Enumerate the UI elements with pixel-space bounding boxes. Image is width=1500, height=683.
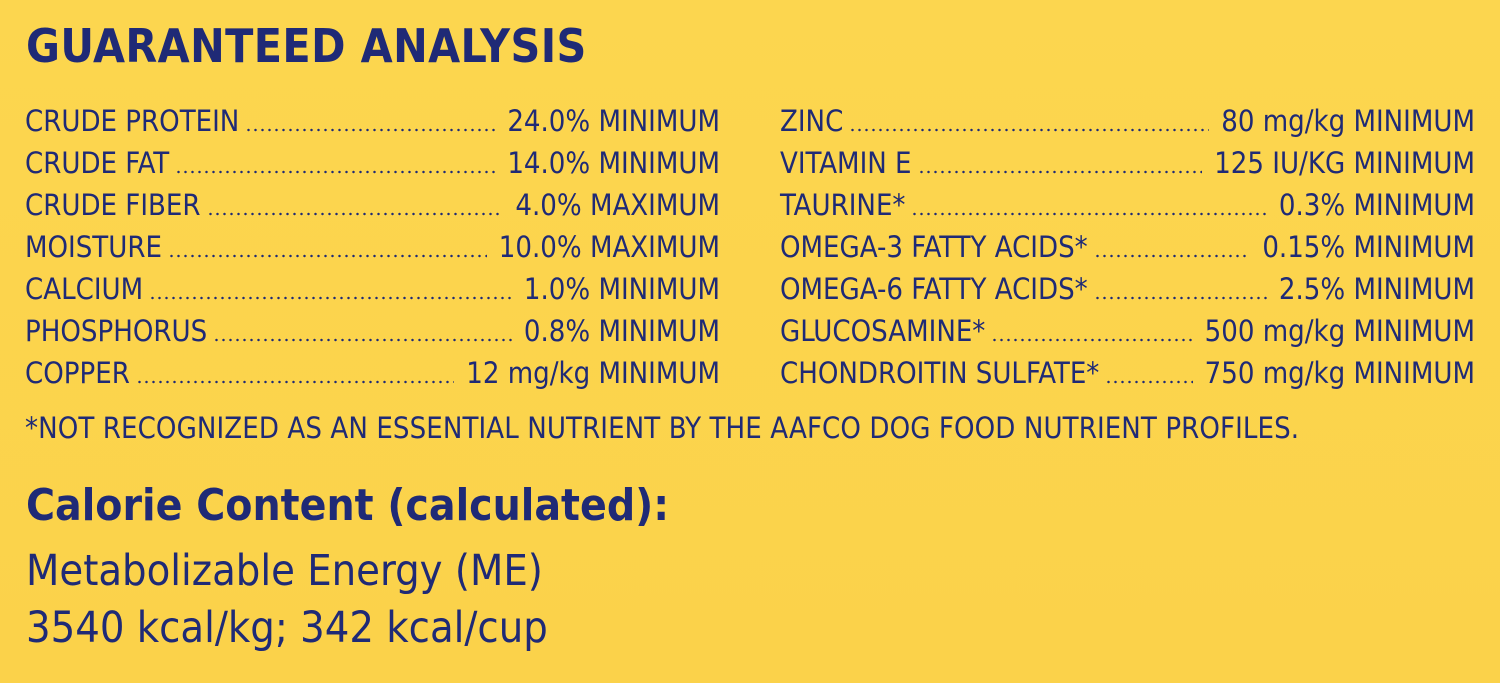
nutrient-value: 0.15% MINIMUM [1262,230,1475,264]
nutrient-row: CALCIUM 1.0% MINIMUM [25,266,720,308]
nutrient-label: GLUCOSAMINE* [780,314,986,348]
nutrient-label: OMEGA-6 FATTY ACIDS* [780,272,1088,306]
nutrient-value: 14.0% MINIMUM [507,146,720,180]
nutrient-value: 80 mg/kg MINIMUM [1221,104,1475,138]
calorie-content-heading: Calorie Content (calculated): [26,480,670,531]
dot-leader [175,169,496,175]
dot-leader [1093,253,1251,259]
right-nutrient-list: ZINC 80 mg/kg MINIMUM VITAMIN E 125 IU/K… [780,98,1475,392]
nutrient-label: CALCIUM [25,272,144,306]
nutrient-label: COPPER [25,356,130,390]
nutrient-row: CRUDE PROTEIN 24.0% MINIMUM [25,98,720,140]
dot-leader [1105,379,1193,385]
dot-leader [213,337,512,343]
nutrient-row: VITAMIN E 125 IU/KG MINIMUM [780,140,1475,182]
nutrient-label: OMEGA-3 FATTY ACIDS* [780,230,1088,264]
left-nutrient-list: CRUDE PROTEIN 24.0% MINIMUM CRUDE FAT 14… [25,98,720,392]
nutrient-row: MOISTURE 10.0% MAXIMUM [25,224,720,266]
dot-leader [1093,295,1267,301]
nutrient-label: CRUDE FAT [25,146,170,180]
nutrient-row: OMEGA-6 FATTY ACIDS* 2.5% MINIMUM [780,266,1475,308]
nutrient-label: ZINC [780,104,844,138]
nutrient-row: COPPER 12 mg/kg MINIMUM [25,350,720,392]
nutrient-label: MOISTURE [25,230,162,264]
nutrient-value: 24.0% MINIMUM [507,104,720,138]
nutrient-row: CRUDE FIBER 4.0% MAXIMUM [25,182,720,224]
dot-leader [135,379,455,385]
nutrient-value: 2.5% MINIMUM [1278,272,1475,306]
nutrient-row: ZINC 80 mg/kg MINIMUM [780,98,1475,140]
nutrient-value: 125 IU/KG MINIMUM [1214,146,1475,180]
dot-leader [991,337,1193,343]
calorie-values: 3540 kcal/kg; 342 kcal/cup [26,603,548,653]
dot-leader [149,295,512,301]
nutrient-label: PHOSPHORUS [25,314,208,348]
nutrient-value: 12 mg/kg MINIMUM [466,356,720,390]
nutrient-value: 0.8% MINIMUM [523,314,720,348]
nutrient-value: 500 mg/kg MINIMUM [1204,314,1475,348]
nutrient-label: CRUDE FIBER [25,188,201,222]
dot-leader [917,169,1203,175]
nutrient-label: TAURINE* [780,188,906,222]
nutrient-row: GLUCOSAMINE* 500 mg/kg MINIMUM [780,308,1475,350]
nutrient-row: TAURINE* 0.3% MINIMUM [780,182,1475,224]
nutrient-label: VITAMIN E [780,146,912,180]
nutrient-value: 10.0% MAXIMUM [498,230,720,264]
dot-leader [911,211,1267,217]
nutrient-row: CRUDE FAT 14.0% MINIMUM [25,140,720,182]
dot-leader [167,253,487,259]
nutrient-value: 0.3% MINIMUM [1278,188,1475,222]
nutrient-label: CHONDROITIN SULFATE* [780,356,1100,390]
dot-leader [245,127,496,133]
page-title: GUARANTEED ANALYSIS [26,19,587,73]
nutrient-value: 750 mg/kg MINIMUM [1204,356,1475,390]
nutrient-row: CHONDROITIN SULFATE* 750 mg/kg MINIMUM [780,350,1475,392]
nutrient-row: OMEGA-3 FATTY ACIDS* 0.15% MINIMUM [780,224,1475,266]
dot-leader [206,211,504,217]
nutrient-row: PHOSPHORUS 0.8% MINIMUM [25,308,720,350]
metabolizable-energy-label: Metabolizable Energy (ME) [26,546,543,596]
aafco-footnote: *NOT RECOGNIZED AS AN ESSENTIAL NUTRIENT… [25,411,1300,445]
nutrient-value: 4.0% MAXIMUM [515,188,720,222]
nutrient-value: 1.0% MINIMUM [523,272,720,306]
nutrient-label: CRUDE PROTEIN [25,104,240,138]
dot-leader [849,127,1210,133]
